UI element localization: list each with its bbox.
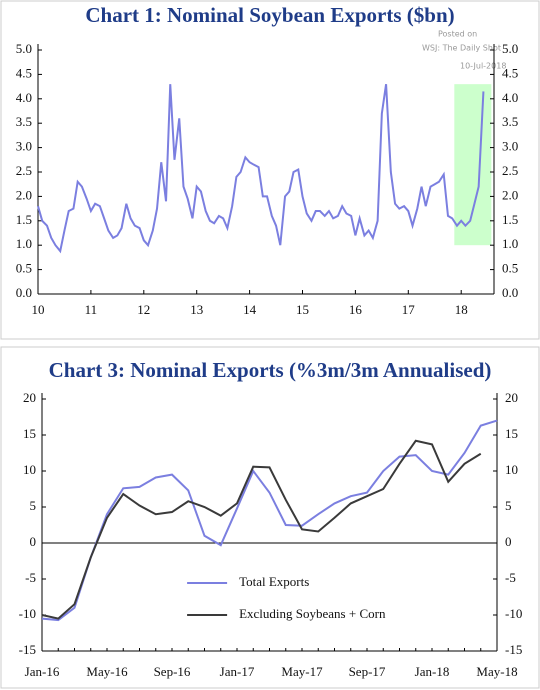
- y-tick-label: 4.0: [502, 90, 518, 105]
- y-tick-label: 4.5: [502, 65, 518, 80]
- y-tick-label: 5: [30, 498, 37, 513]
- x-tick-label: Sep-17: [349, 664, 386, 679]
- panel-frame: [0, 346, 540, 689]
- y-tick-label: 10: [505, 462, 518, 477]
- y-tick-label: 5: [505, 498, 512, 513]
- x-tick-label: 17: [402, 302, 416, 317]
- y-tick-label: -5: [505, 570, 516, 585]
- y-tick-label: 5.0: [16, 41, 32, 56]
- y-tick-label: 2.0: [16, 187, 32, 202]
- y-tick-label: -10: [19, 606, 36, 621]
- line-series: [41, 419, 498, 622]
- y-tick-label: -5: [25, 570, 36, 585]
- legend-label: Total Exports: [239, 574, 309, 589]
- y-tick-label: 3.0: [502, 139, 518, 154]
- x-tick-label: Jan-16: [25, 664, 60, 679]
- x-tick-label: 15: [296, 302, 309, 317]
- y-tick-label: 1.0: [502, 236, 518, 251]
- y-tick-label: 3.0: [16, 139, 32, 154]
- x-tick-label: 11: [85, 302, 98, 317]
- y-tick-label: 0.0: [502, 285, 518, 300]
- y-tick-label: 0.5: [16, 261, 32, 276]
- watermark: WSJ: The Daily Shot: [422, 44, 501, 53]
- y-tick-label: 2.0: [502, 187, 518, 202]
- x-tick-label: 16: [349, 302, 363, 317]
- x-tick-label: 14: [243, 302, 257, 317]
- y-tick-label: 1.5: [16, 212, 32, 227]
- y-tick-label: 3.5: [16, 114, 32, 129]
- y-tick-label: 10: [23, 462, 36, 477]
- y-tick-label: -10: [505, 606, 522, 621]
- x-tick-label: May-17: [281, 664, 323, 679]
- y-tick-label: 0.0: [16, 285, 32, 300]
- y-tick-label: 0: [505, 534, 512, 549]
- x-tick-label: Sep-16: [154, 664, 191, 679]
- x-tick-label: May-16: [86, 664, 128, 679]
- y-tick-label: 5.0: [502, 41, 518, 56]
- highlight-region: [454, 84, 492, 246]
- x-tick-label: May-18: [476, 664, 517, 679]
- y-tick-label: 20: [505, 390, 518, 405]
- legend-label: Excluding Soybeans + Corn: [239, 606, 386, 621]
- line-series: [37, 84, 485, 254]
- y-tick-label: 4.0: [16, 90, 32, 105]
- x-tick-label: 12: [137, 302, 150, 317]
- x-tick-label: Jan-18: [415, 664, 450, 679]
- y-tick-label: -15: [19, 642, 36, 657]
- chart-title: Chart 3: Nominal Exports (%3m/3m Annuali…: [49, 358, 492, 382]
- y-tick-label: 2.5: [16, 163, 32, 178]
- x-tick-label: Jan-17: [220, 664, 255, 679]
- watermark: Posted on: [438, 30, 477, 39]
- y-tick-label: 20: [23, 390, 36, 405]
- y-tick-label: 0.5: [502, 261, 518, 276]
- y-tick-label: 1.0: [16, 236, 32, 251]
- y-tick-label: 1.5: [502, 212, 518, 227]
- y-tick-label: 3.5: [502, 114, 518, 129]
- watermark: 10-Jul-2018: [460, 62, 506, 71]
- x-tick-label: 18: [455, 302, 468, 317]
- y-tick-label: 2.5: [502, 163, 518, 178]
- y-tick-label: 15: [505, 426, 518, 441]
- x-tick-label: 10: [32, 302, 45, 317]
- chart-title: Chart 1: Nominal Soybean Exports ($bn): [85, 3, 454, 27]
- panel-frame: [0, 0, 540, 340]
- y-tick-label: -15: [505, 642, 522, 657]
- y-tick-label: 0: [30, 534, 37, 549]
- x-tick-label: 13: [190, 302, 203, 317]
- y-tick-label: 4.5: [16, 65, 32, 80]
- y-tick-label: 15: [23, 426, 36, 441]
- line-series: [41, 439, 482, 620]
